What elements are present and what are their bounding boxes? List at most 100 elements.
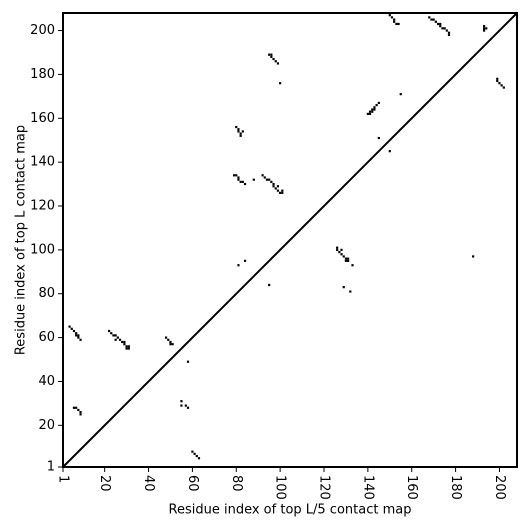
contact-point [265, 178, 269, 181]
contact-point [79, 413, 82, 416]
contact-point [483, 27, 486, 30]
diagonal [62, 12, 518, 468]
contact-point [373, 106, 376, 109]
contact-point [274, 187, 277, 190]
contact-point [430, 18, 433, 21]
contact-point [235, 125, 238, 129]
contact-point [447, 33, 451, 37]
contact-point [197, 457, 201, 460]
y-tick-label: 1 [47, 460, 55, 475]
contact-point [186, 406, 190, 409]
contact-point [75, 332, 78, 335]
x-tick-label: 80 [229, 475, 244, 492]
contact-point [371, 110, 374, 113]
contact-point [279, 191, 282, 194]
x-tick-label: 120 [316, 475, 331, 500]
contact-point [263, 176, 266, 179]
contact-point [366, 112, 369, 115]
contact-point [368, 110, 372, 113]
contact-point [75, 334, 78, 337]
contact-point [121, 340, 124, 344]
contact-point [123, 340, 126, 344]
contact-point [77, 408, 80, 412]
y-tick-label: 20 [38, 418, 55, 433]
contact-point [432, 18, 435, 21]
contact-point [79, 411, 82, 414]
contact-point [496, 77, 499, 80]
contact-point [239, 180, 242, 183]
x-tick-label: 60 [185, 475, 200, 492]
contact-point [340, 253, 343, 256]
contact-point [167, 338, 170, 341]
contact-point [184, 404, 187, 407]
contact-point [114, 338, 117, 341]
contact-point [112, 334, 115, 337]
y-tick-label: 40 [38, 374, 55, 389]
contact-point [399, 93, 402, 96]
contact-point [388, 150, 391, 153]
contact-point [241, 180, 244, 183]
x-tick-label: 200 [492, 475, 507, 500]
contact-point [397, 22, 400, 26]
plot-frame [62, 12, 518, 468]
contact-point [500, 84, 503, 87]
contact-point [268, 53, 271, 56]
contact-point [72, 329, 76, 333]
contact-point [116, 336, 119, 339]
contact-point [180, 400, 183, 403]
contact-point [342, 255, 345, 258]
contact-point [237, 176, 240, 179]
contact-point [351, 264, 354, 267]
contact-point [439, 25, 442, 28]
contact-point [340, 248, 343, 251]
contact-point [171, 343, 174, 346]
contact-point [349, 290, 352, 293]
contact-point [276, 62, 280, 65]
x-tick-label: 180 [448, 475, 463, 500]
contact-point [235, 174, 238, 177]
y-tick-label: 200 [30, 23, 55, 38]
contact-point [483, 29, 486, 32]
contact-point [237, 128, 240, 131]
contact-point [436, 22, 440, 26]
x-tick-label: 160 [404, 475, 419, 500]
contact-point [502, 86, 505, 89]
contact-point [347, 259, 350, 262]
contact-point [344, 257, 348, 260]
contact-point [485, 27, 488, 30]
contact-point [434, 20, 437, 23]
contact-point [169, 343, 172, 346]
contact-point [270, 55, 273, 58]
contact-point [445, 29, 448, 32]
contact-point [195, 454, 198, 458]
contact-point [241, 130, 244, 133]
y-tick-label: 160 [30, 111, 55, 126]
contact-point [279, 82, 282, 85]
contact-point [164, 336, 168, 339]
contact-point [252, 178, 255, 181]
contact-point [239, 134, 242, 137]
contact-point [272, 182, 275, 186]
contact-point [186, 360, 190, 363]
contact-point [232, 174, 236, 177]
contact-point [377, 101, 380, 105]
y-tick-label: 100 [30, 242, 55, 257]
contact-point [447, 31, 451, 34]
contact-point [77, 334, 80, 337]
contact-point [272, 57, 275, 61]
contact-point [371, 108, 374, 111]
contact-point [239, 132, 242, 135]
contact-point [441, 27, 444, 30]
contact-point [110, 332, 113, 335]
y-tick-label: 180 [30, 67, 55, 82]
contact-point [77, 336, 80, 339]
x-axis-label: Residue index of top L/5 contact map [169, 503, 412, 518]
contact-point [125, 345, 128, 348]
contact-point [127, 347, 130, 350]
y-tick-label: 60 [38, 330, 55, 345]
contact-point [281, 191, 284, 194]
contact-point [243, 182, 247, 186]
contact-point [276, 189, 280, 192]
x-tick-label: 100 [273, 475, 288, 500]
